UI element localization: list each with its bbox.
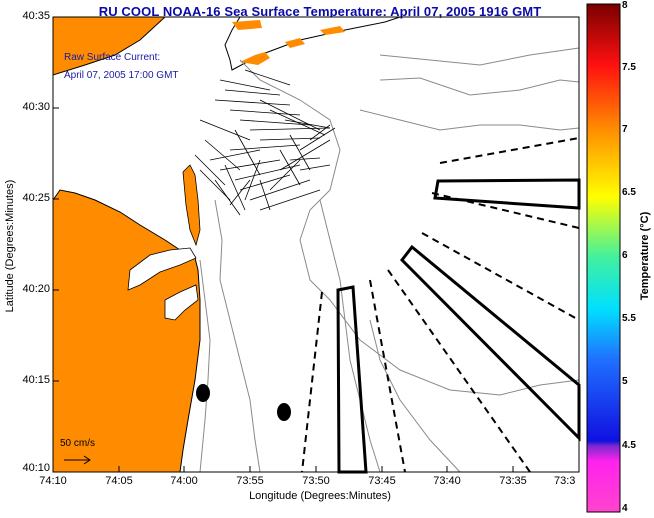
scale-arrow bbox=[64, 455, 91, 465]
buoy-marker bbox=[196, 384, 210, 402]
land-sandy-hook bbox=[182, 164, 201, 247]
lon-tick: 74:10 bbox=[39, 475, 67, 487]
colorbar-tick: 8 bbox=[622, 0, 628, 11]
lat-tick: 40:35 bbox=[22, 10, 50, 22]
scale-label: 50 cm/s bbox=[60, 438, 96, 449]
colorbar-tick: 6.5 bbox=[622, 187, 636, 198]
lon-tick: 74:05 bbox=[105, 475, 133, 487]
lon-tick: 73:50 bbox=[302, 475, 330, 487]
colorbar-tick: 4.5 bbox=[622, 440, 636, 451]
lon-tick: 74:00 bbox=[170, 475, 198, 487]
lon-tick: 73:40 bbox=[433, 475, 461, 487]
lon-tick: 73:55 bbox=[236, 475, 264, 487]
current-vectors bbox=[194, 69, 336, 216]
lat-tick: 40:15 bbox=[22, 374, 50, 386]
land-staten-island bbox=[52, 16, 167, 76]
river-inlet bbox=[127, 247, 197, 291]
lon-tick: 73:35 bbox=[499, 475, 527, 487]
lat-tick: 40:20 bbox=[22, 283, 50, 295]
lat-tick: 40:10 bbox=[22, 462, 50, 474]
buoy-marker bbox=[277, 403, 291, 421]
chart-title: RU COOL NOAA-16 Sea Surface Temperature:… bbox=[98, 4, 542, 19]
bathymetry-contours bbox=[199, 47, 580, 473]
ship-track-boxes bbox=[336, 178, 581, 474]
lat-tick: 40:30 bbox=[22, 101, 50, 113]
lat-tick: 40:25 bbox=[22, 192, 50, 204]
lon-tick: 73:45 bbox=[368, 475, 396, 487]
colorbar-tick: 7 bbox=[622, 124, 628, 135]
colorbar-tick: 5.5 bbox=[622, 313, 636, 324]
river-inlet-2 bbox=[164, 284, 199, 321]
colorbar-tick: 4 bbox=[622, 503, 628, 514]
colorbar-tick: 6 bbox=[622, 250, 628, 261]
y-axis-label: Latitude (Degrees:Minutes) bbox=[4, 179, 16, 313]
land-new-jersey bbox=[52, 189, 201, 473]
lon-tick: 73:3 bbox=[554, 475, 576, 487]
x-axis-label: Longitude (Degrees:Minutes) bbox=[249, 490, 391, 502]
legend-title: Raw Surface Current: bbox=[64, 52, 161, 63]
colorbar-tick: 7.5 bbox=[622, 62, 636, 73]
legend-timestamp: April 07, 2005 17:00 GMT bbox=[64, 70, 179, 81]
colorbar-tick: 5 bbox=[622, 376, 628, 387]
colorbar bbox=[586, 3, 621, 513]
colorbar-label: Temperature (°C) bbox=[639, 211, 651, 301]
